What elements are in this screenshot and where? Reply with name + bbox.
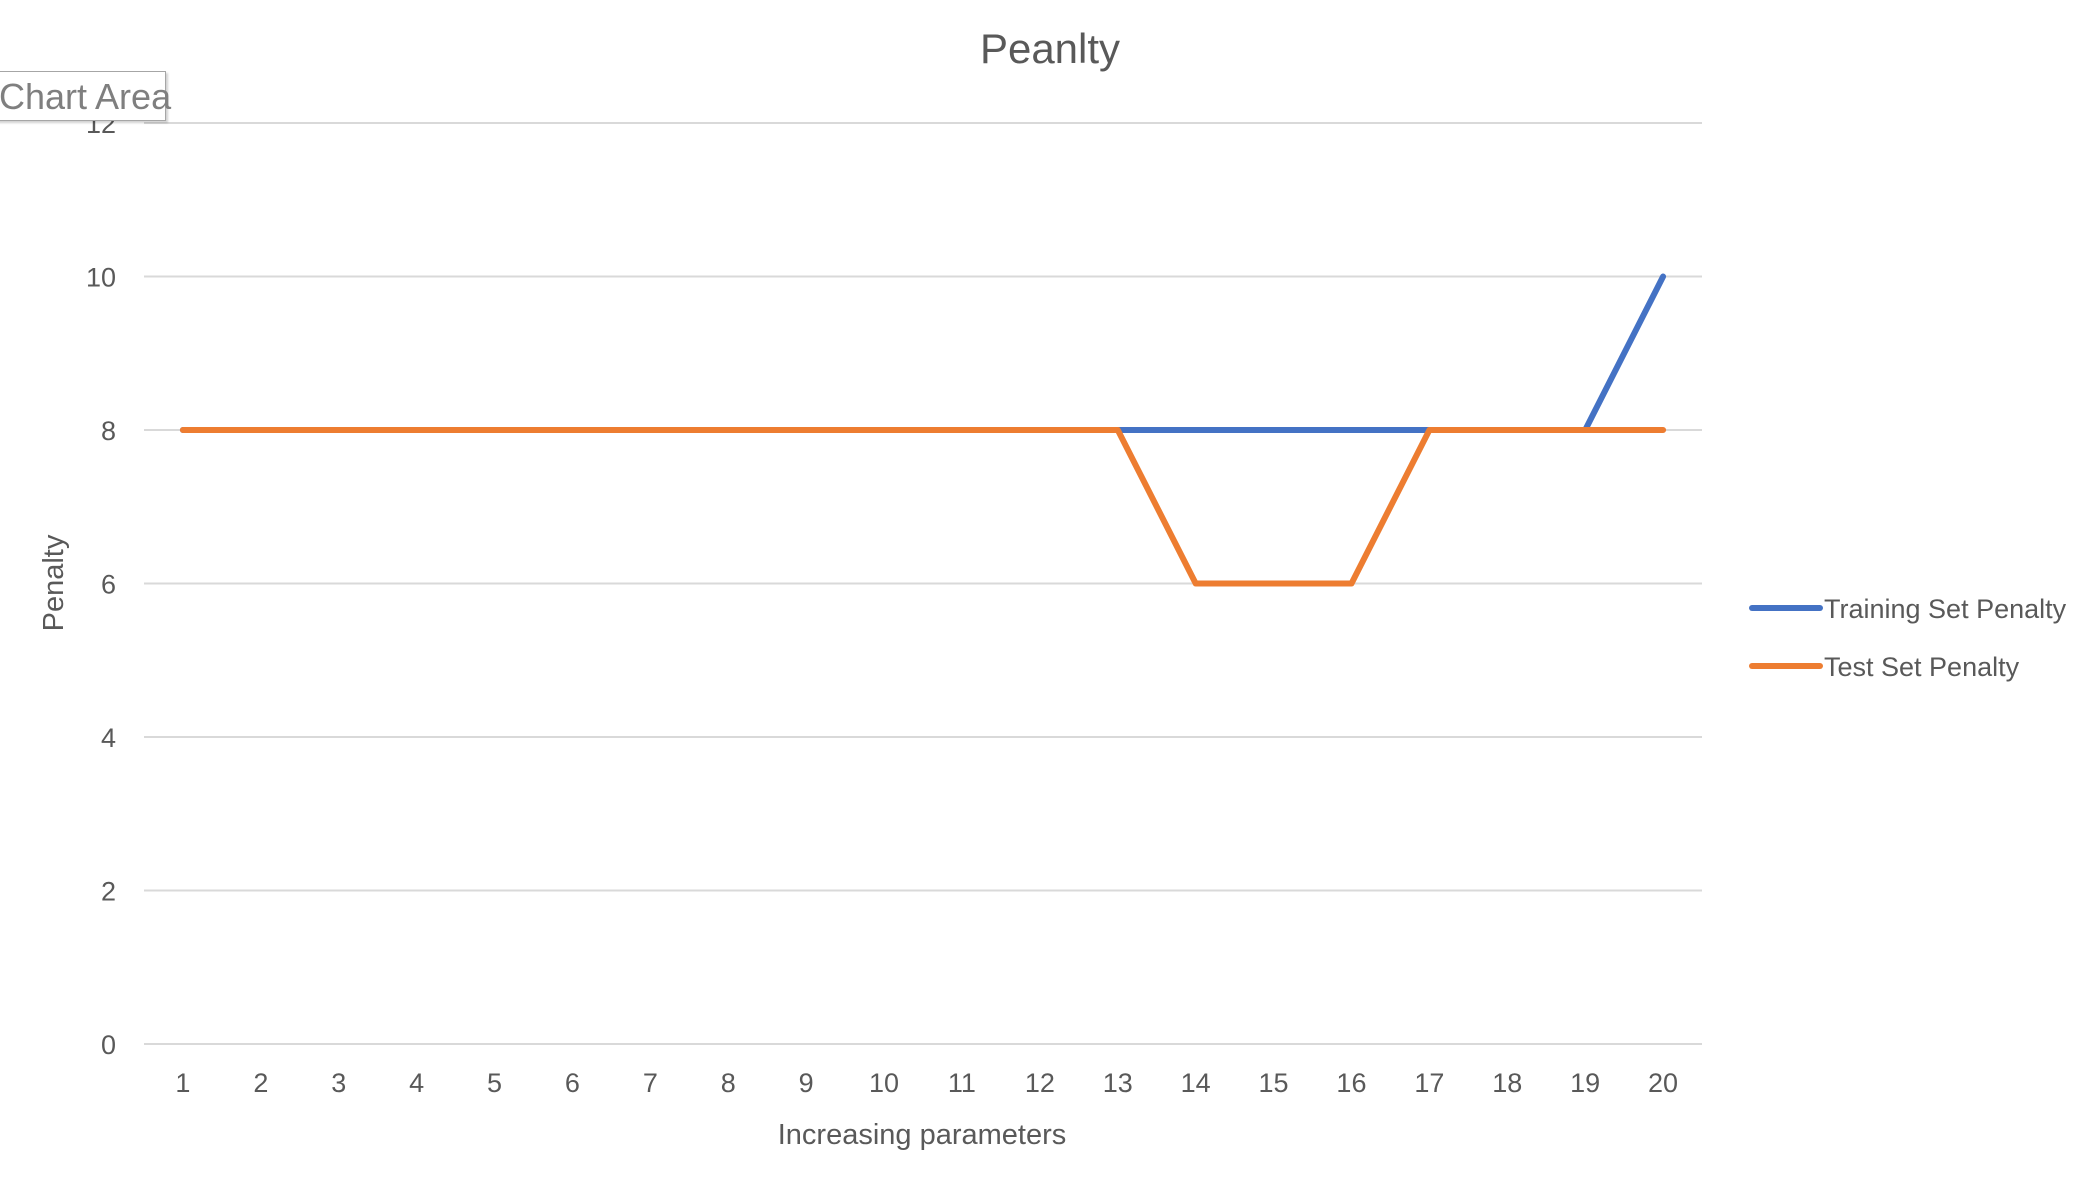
legend-label: Test Set Penalty xyxy=(1824,652,2020,682)
x-tick-label: 16 xyxy=(1336,1068,1366,1098)
x-tick-label: 7 xyxy=(643,1068,658,1098)
series-lines xyxy=(179,273,1667,587)
legend: Training Set Penalty Test Set Penalty xyxy=(1749,594,2067,682)
chart-title: Peanlty xyxy=(980,25,1120,72)
y-tick-label: 6 xyxy=(101,570,116,600)
x-tick-label: 14 xyxy=(1181,1068,1211,1098)
chart-area-tooltip: Chart Area xyxy=(0,71,171,121)
y-tick-label: 10 xyxy=(86,263,116,293)
x-axis-title: Increasing parameters xyxy=(778,1119,1067,1151)
x-tick-label: 12 xyxy=(1025,1068,1055,1098)
x-tick-label: 8 xyxy=(721,1068,736,1098)
y-tick-label: 4 xyxy=(101,723,116,753)
x-tick-label: 17 xyxy=(1414,1068,1444,1098)
x-tick-label: 2 xyxy=(253,1068,268,1098)
x-tick-label: 20 xyxy=(1648,1068,1678,1098)
x-tick-label: 9 xyxy=(799,1068,814,1098)
y-tick-label: 2 xyxy=(101,877,116,907)
x-tick-label: 6 xyxy=(565,1068,580,1098)
series-line-test xyxy=(179,427,1667,587)
x-tick-label: 4 xyxy=(409,1068,424,1098)
x-tick-label: 10 xyxy=(869,1068,899,1098)
x-tick-label: 19 xyxy=(1570,1068,1600,1098)
y-tick-label: 8 xyxy=(101,416,116,446)
x-tick-label: 18 xyxy=(1492,1068,1522,1098)
series-line-training xyxy=(179,273,1667,433)
y-axis-title: Penalty xyxy=(38,534,70,631)
x-axis-tick-labels: 1 2 3 4 5 6 7 8 9 10 11 12 13 14 15 16 17 18 19 20 xyxy=(175,1068,1678,1098)
x-tick-label: 3 xyxy=(331,1068,346,1098)
x-tick-label: 5 xyxy=(487,1068,502,1098)
x-tick-label: 11 xyxy=(948,1068,976,1098)
x-tick-label: 1 xyxy=(175,1068,190,1098)
legend-label: Training Set Penalty xyxy=(1824,594,2067,624)
x-tick-label: 15 xyxy=(1259,1068,1289,1098)
gridlines xyxy=(144,122,1702,1045)
y-tick-label: 0 xyxy=(101,1030,116,1060)
x-tick-label: 13 xyxy=(1103,1068,1133,1098)
